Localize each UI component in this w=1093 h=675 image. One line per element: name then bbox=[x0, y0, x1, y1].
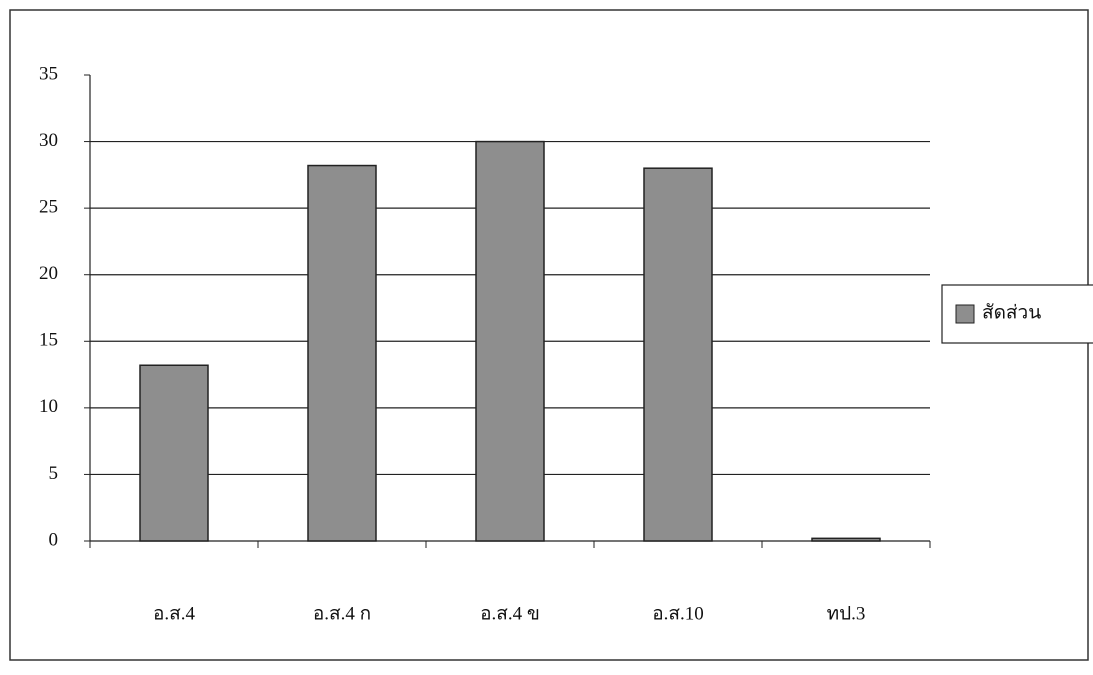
bar bbox=[644, 168, 712, 541]
y-tick-label: 25 bbox=[39, 197, 58, 218]
y-tick-label: 20 bbox=[39, 263, 58, 284]
x-tick-label: อ.ส.4 ก bbox=[313, 603, 371, 624]
legend-label: สัดส่วน bbox=[982, 302, 1041, 323]
x-tick-label: อ.ส.4 ข bbox=[480, 603, 540, 624]
page: 0 5 10 15 20 25 30 35 อ.ส.4 อ.ส.4 ก อ.ส.4 ข อ.ส.10 ท… bbox=[0, 0, 1093, 675]
bar bbox=[140, 365, 208, 541]
bar bbox=[812, 538, 880, 541]
legend-swatch bbox=[956, 305, 974, 323]
chart: 0 5 10 15 20 25 30 35 อ.ส.4 อ.ส.4 ก อ.ส.4 ข อ.ส.10 ท… bbox=[0, 0, 1093, 675]
x-tick-label: อ.ส.10 bbox=[652, 603, 704, 624]
y-tick-label: 15 bbox=[39, 330, 58, 351]
y-tick-label: 30 bbox=[39, 130, 58, 151]
bar bbox=[308, 166, 376, 541]
bar bbox=[476, 142, 544, 541]
x-tick-label: ทป.3 bbox=[827, 603, 866, 624]
chart-frame bbox=[10, 10, 1088, 660]
y-tick-label: 10 bbox=[39, 396, 58, 417]
y-tick-label: 5 bbox=[49, 463, 59, 484]
x-tick-label: อ.ส.4 bbox=[153, 603, 196, 624]
y-tick-label: 35 bbox=[39, 63, 58, 84]
y-tick-label: 0 bbox=[49, 529, 59, 550]
